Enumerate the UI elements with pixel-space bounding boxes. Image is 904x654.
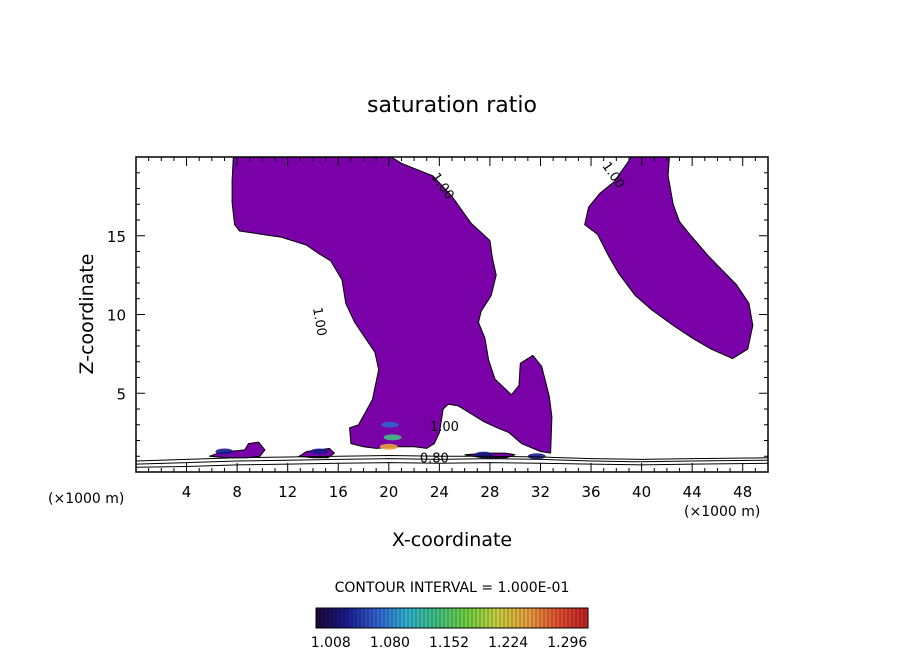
chart-title: saturation ratio (367, 93, 537, 118)
x-unit-right: (×1000 m) (684, 504, 760, 520)
x-tick-label-7: 32 (531, 483, 550, 501)
y-tick-label-0: 5 (116, 385, 126, 403)
x-tick-label-2: 12 (278, 483, 297, 501)
y-tick-label-1: 10 (107, 307, 126, 325)
x-tick-label-6: 28 (480, 483, 499, 501)
contour-interval-note: CONTOUR INTERVAL = 1.000E-01 (335, 580, 570, 596)
contour-level-0.95 (136, 454, 768, 462)
contour-level-0.80 (136, 462, 768, 468)
colorbar-tick-0: 1.008 (311, 635, 351, 651)
filled-contours (209, 157, 754, 460)
contour-level-0.90 (136, 458, 768, 465)
x-tick-label-0: 4 (182, 483, 192, 501)
x-tick-label-8: 36 (581, 483, 600, 501)
x-unit-left: (×1000 m) (48, 491, 124, 507)
region-central-plume (231, 157, 553, 454)
x-tick-labels: 4 8 12 16 20 24 28 32 36 40 44 48 (182, 483, 752, 501)
colorbar-tick-2: 1.152 (429, 635, 469, 651)
contour-label-4: 0.80 (420, 452, 449, 467)
colorbar-tick-1: 1.080 (370, 635, 410, 651)
x-tick-label-3: 16 (329, 483, 348, 501)
x-tick-label-5: 24 (430, 483, 449, 501)
colorbar-tick-3: 1.224 (488, 635, 528, 651)
region-right-plume (584, 157, 754, 360)
colorbar-tick-4: 1.296 (547, 635, 587, 651)
colored-patch-6 (527, 453, 546, 460)
colored-patch-2 (379, 443, 398, 450)
x-tick-label-1: 8 (232, 483, 242, 501)
x-tick-label-11: 48 (733, 483, 752, 501)
axis-ticks (136, 157, 768, 472)
contour-label-2: 1.00 (309, 306, 329, 337)
x-tick-label-4: 20 (379, 483, 398, 501)
contour-label-3: 1.00 (430, 420, 459, 435)
y-tick-labels: 5 10 15 (107, 228, 126, 404)
colorbar-tick-labels: 1.008 1.080 1.152 1.224 1.296 (311, 635, 588, 651)
colorbar-stripes (319, 608, 585, 628)
colored-patch-1 (310, 448, 329, 455)
y-axis-label: Z-coordinate (76, 254, 98, 375)
x-tick-label-9: 40 (632, 483, 651, 501)
colored-patch-0 (215, 448, 234, 455)
x-axis-label: X-coordinate (392, 529, 512, 551)
colorbar: 1.008 1.080 1.152 1.224 1.296 (311, 607, 589, 651)
colored-patch-4 (381, 421, 400, 428)
x-tick-label-10: 44 (683, 483, 702, 501)
y-tick-label-2: 15 (107, 228, 126, 246)
colored-patch-3 (383, 434, 402, 441)
